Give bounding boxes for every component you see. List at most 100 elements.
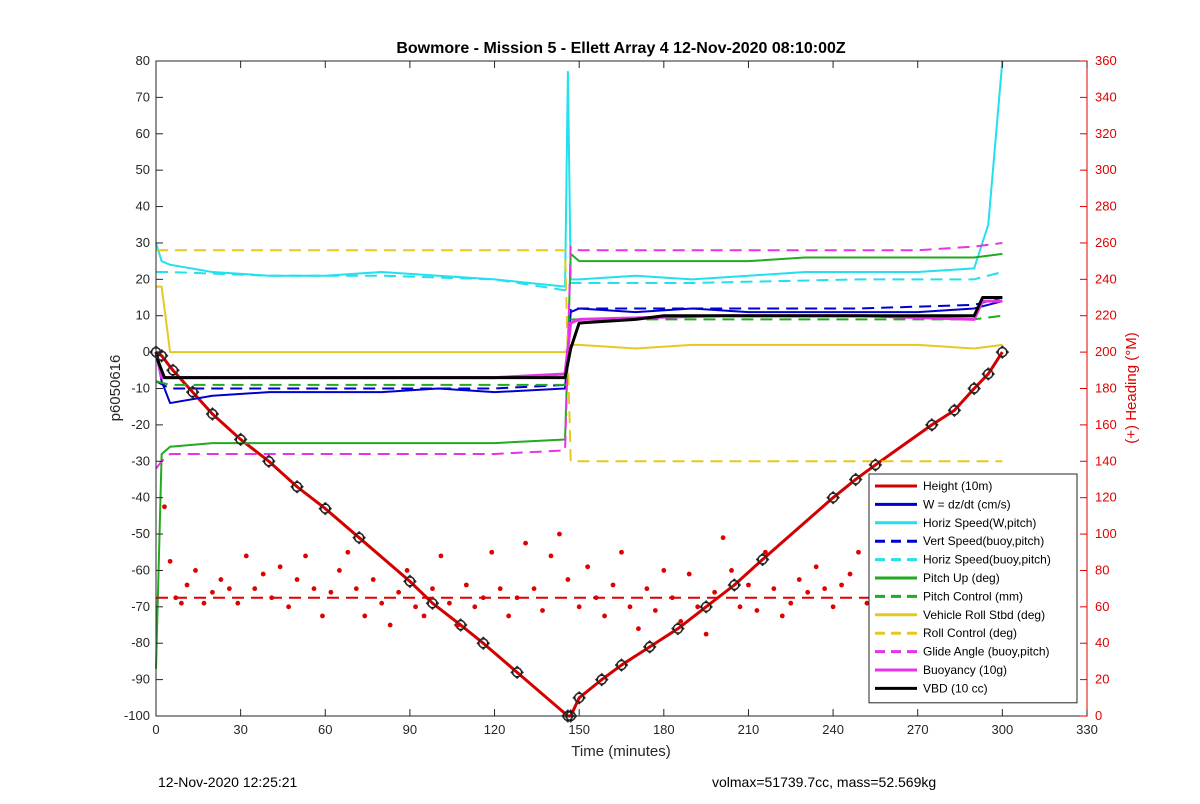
height-point-marker	[478, 637, 489, 649]
y-right-tick-label: 60	[1095, 599, 1109, 614]
height-point-marker	[596, 674, 608, 685]
heading-point	[463, 582, 469, 588]
height-point-diamond	[981, 367, 996, 381]
heading-point	[540, 608, 545, 613]
height-point-marker	[644, 641, 655, 653]
heading-point	[447, 600, 452, 606]
y-left-tick-label: -90	[131, 672, 150, 687]
heading-point	[720, 535, 726, 541]
y-left-tick-label: -10	[131, 381, 150, 396]
legend-box	[868, 473, 1078, 704]
legend-label: Buoyancy (10g)	[923, 663, 1007, 677]
height-point-marker	[404, 576, 416, 587]
y-left-tick-label: 60	[136, 126, 150, 141]
chart-title: Bowmore - Mission 5 - Ellett Array 4 12-…	[396, 40, 846, 57]
legend-label: Pitch Up (deg)	[923, 571, 1000, 585]
heading-point	[652, 608, 658, 613]
legend-label: W = dz/dt (cm/s)	[923, 497, 1011, 511]
x-axis-label: Time (minutes)	[571, 743, 670, 760]
heading-point	[162, 504, 167, 510]
heading-point	[286, 604, 291, 610]
series-line-11	[154, 296, 1003, 380]
heading-point	[210, 589, 215, 595]
x-tick-label: 30	[233, 722, 247, 737]
height-point-diamond	[233, 432, 248, 447]
y-right-tick-label: 320	[1095, 126, 1117, 141]
height-point-diamond	[561, 709, 575, 723]
height-point-diamond	[727, 578, 742, 592]
y-left-tick-label: 80	[136, 53, 150, 68]
legend-label: Horiz Speed(W,pitch)	[923, 516, 1036, 530]
y-right-tick-label: 220	[1095, 308, 1117, 323]
heading-point	[167, 558, 173, 564]
height-point-diamond	[318, 501, 333, 516]
heading-point	[243, 553, 249, 559]
height-point-diamond	[848, 472, 863, 487]
height-point-marker	[320, 503, 331, 514]
heading-point	[455, 622, 461, 628]
height-point-marker	[850, 474, 861, 485]
height-point-marker	[291, 481, 303, 492]
height-point-diamond	[967, 381, 982, 396]
heading-point	[695, 604, 701, 610]
y-right-tick-label: 280	[1095, 199, 1117, 214]
height-point-diamond	[924, 418, 939, 432]
heading-point	[421, 613, 427, 619]
x-tick-label: 210	[738, 722, 760, 737]
heading-point	[864, 600, 870, 606]
y-left-tick-label: 0	[143, 344, 150, 359]
x-tick-label: 90	[403, 722, 417, 737]
heading-point	[619, 549, 624, 555]
heading-point	[370, 577, 376, 582]
x-tick-label: 240	[822, 722, 844, 737]
legend-label: Glide Angle (buoy,pitch)	[923, 645, 1050, 659]
y-left-tick-label: -70	[131, 599, 150, 614]
heading-point	[201, 600, 207, 606]
heading-point	[610, 582, 616, 588]
heading-point	[669, 595, 675, 601]
height-point-marker	[187, 386, 198, 398]
y-right-tick-label: 40	[1095, 635, 1109, 650]
height-point-marker	[672, 623, 684, 634]
series-line-4	[156, 271, 1003, 292]
y-left-tick-label: 70	[136, 89, 150, 104]
y-right-tick-label: 200	[1095, 344, 1117, 359]
legend-label: Roll Control (deg)	[923, 626, 1017, 640]
y-right-tick-label: 120	[1095, 490, 1117, 505]
heading-point	[576, 604, 582, 610]
y-left-tick-label: -60	[131, 562, 150, 577]
height-point-diamond	[594, 672, 609, 687]
heading-point	[320, 613, 325, 619]
height-point-diamond	[642, 640, 657, 654]
x-tick-label: 270	[907, 722, 929, 737]
footer-timestamp: 12-Nov-2020 12:25:21	[158, 774, 298, 790]
height-point-diamond	[166, 363, 180, 378]
legend-label: Horiz Speed(buoy,pitch)	[923, 553, 1051, 567]
height-point-diamond	[572, 690, 587, 705]
height-point-marker	[968, 383, 980, 394]
heading-point	[548, 553, 554, 559]
heading-point	[173, 595, 179, 601]
y-right-tick-label: 300	[1095, 162, 1117, 177]
heading-point	[762, 549, 768, 555]
y-right-tick-label: 160	[1095, 417, 1117, 432]
heading-point	[678, 618, 684, 624]
heading-point	[585, 564, 591, 570]
y-right-axis-label: (+) Heading (°M)	[1123, 332, 1140, 443]
heading-point	[472, 604, 478, 610]
y-right-tick-label: 140	[1095, 453, 1117, 468]
height-point-diamond	[826, 490, 840, 505]
y-left-axis-ticks: -100-90-80-70-60-50-40-30-20-10010203040…	[124, 53, 163, 723]
heading-point	[362, 613, 368, 619]
heading-point	[480, 595, 486, 601]
heading-point	[644, 586, 650, 592]
heading-point	[754, 608, 760, 613]
legend-label: Pitch Control (mm)	[923, 589, 1023, 603]
x-tick-label: 330	[1076, 722, 1098, 737]
heading-point	[771, 586, 777, 592]
height-point-diamond	[563, 709, 578, 723]
y-right-tick-label: 180	[1095, 381, 1117, 396]
y-right-tick-label: 340	[1095, 89, 1117, 104]
height-point-diamond	[755, 552, 770, 567]
